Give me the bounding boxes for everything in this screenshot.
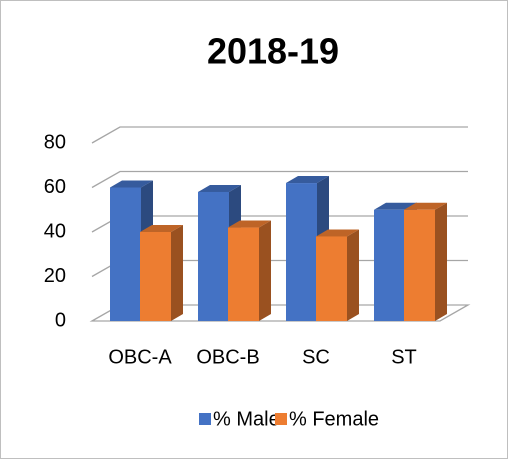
y-tick-label: 40 [44,220,66,242]
chart-title: 2018-19 [207,31,339,72]
bar-top [110,180,153,188]
y-tick-label: 0 [55,309,66,331]
legend-label: % Female [289,408,379,430]
bar-top [404,202,447,210]
bar-side [171,225,183,321]
x-tick-label: OBC-B [196,346,259,368]
bar-top [316,229,359,237]
legend-swatch [199,413,211,425]
x-tick-label: ST [391,346,417,368]
bar [316,236,347,321]
bar-top [198,184,241,192]
y-tick-label: 60 [44,176,66,198]
grid-line [91,170,468,189]
grid-line [91,126,468,144]
y-tick-label: 80 [44,131,66,153]
bar-top [374,202,417,210]
bar [140,232,171,321]
legend-label: % Male [213,408,280,430]
bar-side [259,220,271,321]
x-tick-label: OBC-A [108,346,172,368]
bar-top [228,220,271,228]
bar [228,227,259,321]
y-tick-label: 20 [44,265,66,287]
bar-top [286,176,329,184]
bar [286,183,317,321]
bar [374,209,405,321]
bar [110,187,141,321]
bar [198,191,229,321]
x-tick-label: SC [302,346,330,368]
legend-swatch [275,413,287,425]
bar-top [140,225,183,232]
bar-side [435,202,447,321]
bar-side [347,229,359,321]
bar [404,209,435,321]
